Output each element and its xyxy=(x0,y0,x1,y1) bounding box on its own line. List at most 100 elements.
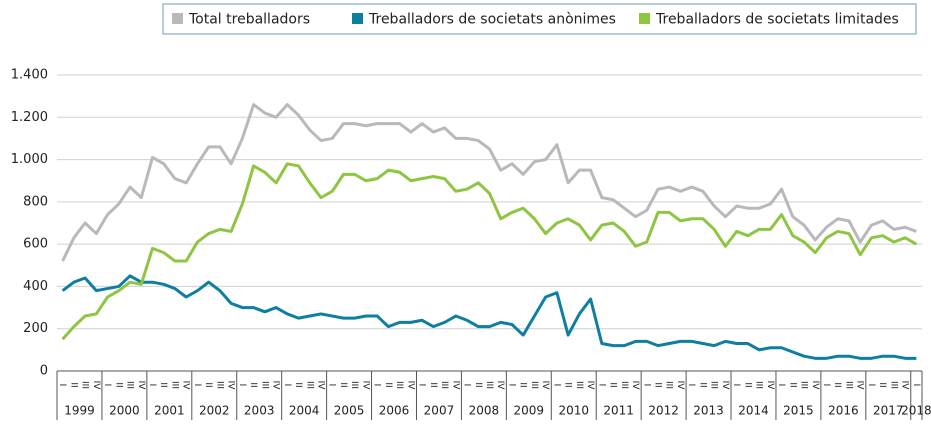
year-label: 2018 xyxy=(901,404,931,418)
x-tick-label: I xyxy=(821,384,831,387)
x-tick-label: II xyxy=(518,382,528,387)
x-tick-label: II xyxy=(203,382,213,387)
x-tick-label: I xyxy=(506,384,516,387)
year-label: 2016 xyxy=(828,404,859,418)
line xyxy=(61,103,917,262)
x-tick-label: I xyxy=(237,384,247,387)
line xyxy=(61,162,918,341)
x-tick-label: I xyxy=(57,384,67,387)
year-label: 2013 xyxy=(693,404,724,418)
x-tick-label: I xyxy=(731,384,741,387)
y-tick-label: 1.200 xyxy=(11,110,48,125)
x-tick-label: IV xyxy=(675,381,685,391)
year-label: 2014 xyxy=(738,404,769,418)
x-tick-label: IV xyxy=(91,381,101,391)
x-tick-label: III xyxy=(664,381,674,389)
x-tick-label: IV xyxy=(720,381,730,391)
x-tick-label: II xyxy=(248,382,258,387)
x-tick-label: II xyxy=(158,382,168,387)
x-tick-label: IV xyxy=(271,381,281,391)
legend-swatch xyxy=(639,13,650,24)
year-label: 2001 xyxy=(154,404,185,418)
y-tick-label: 600 xyxy=(23,237,48,252)
x-tick-label: II xyxy=(653,382,663,387)
x-tick-label: II xyxy=(338,382,348,387)
x-tick-label: IV xyxy=(765,381,775,391)
x-tick-label: III xyxy=(394,381,404,389)
year-label: 2015 xyxy=(783,404,814,418)
x-tick-label: IV xyxy=(900,381,910,391)
x-tick-label: III xyxy=(799,381,809,389)
x-tick-label: I xyxy=(147,384,157,387)
x-tick-label: I xyxy=(462,384,472,387)
x-tick-label: IV xyxy=(585,381,595,391)
x-tick-label: I xyxy=(192,384,202,387)
year-label: 2004 xyxy=(289,404,320,418)
x-tick-label: III xyxy=(754,381,764,389)
x-tick-label: II xyxy=(68,382,78,387)
year-label: 2007 xyxy=(424,404,455,418)
x-tick-label: I xyxy=(282,384,292,387)
x-tick-label: I xyxy=(686,384,696,387)
x-tick-label: II xyxy=(877,382,887,387)
y-tick-label: 1.000 xyxy=(11,152,48,167)
x-tick-label: IV xyxy=(450,381,460,391)
x-tick-label: I xyxy=(776,384,786,387)
x-tick-label: IV xyxy=(855,381,865,391)
x-tick-label: II xyxy=(293,382,303,387)
year-label: 2010 xyxy=(558,404,589,418)
x-tick-label: II xyxy=(428,382,438,387)
y-tick-label: 400 xyxy=(23,279,48,294)
x-tick-label: I xyxy=(641,384,651,387)
x-tick-label: III xyxy=(259,381,269,389)
x-tick-label: II xyxy=(832,382,842,387)
x-tick-label: II xyxy=(563,382,573,387)
x-tick-label: IV xyxy=(495,381,505,391)
x-tick-label: IV xyxy=(226,381,236,391)
x-tick-label: II xyxy=(697,382,707,387)
year-label: 2017 xyxy=(873,404,904,418)
x-tick-label: II xyxy=(473,382,483,387)
x-tick-label: III xyxy=(619,381,629,389)
x-tick-label: IV xyxy=(360,381,370,391)
year-label: 2011 xyxy=(603,404,634,418)
x-tick-label: I xyxy=(866,384,876,387)
legend-swatch xyxy=(172,13,183,24)
year-label: 2002 xyxy=(199,404,230,418)
year-label: 1999 xyxy=(64,404,95,418)
legend-swatch xyxy=(352,13,363,24)
x-tick-label: II xyxy=(787,382,797,387)
y-tick-label: 800 xyxy=(23,194,48,209)
legend-box xyxy=(162,3,917,35)
x-tick-label: I xyxy=(327,384,337,387)
year-label: 2000 xyxy=(109,404,140,418)
x-tick-label: III xyxy=(843,381,853,389)
x-tick-label: III xyxy=(888,381,898,389)
x-tick-label: I xyxy=(372,384,382,387)
x-tick-label: III xyxy=(439,381,449,389)
x-tick-label: III xyxy=(169,381,179,389)
x-tick-label: II xyxy=(742,382,752,387)
x-tick-label: II xyxy=(383,382,393,387)
x-tick-label: IV xyxy=(136,381,146,391)
x-tick-label: I xyxy=(596,384,606,387)
x-tick-label: II xyxy=(608,382,618,387)
legend-label: Total treballadors xyxy=(188,12,310,28)
x-tick-label: IV xyxy=(181,381,191,391)
year-label: 2009 xyxy=(514,404,545,418)
x-tick-label: III xyxy=(214,381,224,389)
x-tick-label: III xyxy=(304,381,314,389)
x-tick-label: I xyxy=(102,384,112,387)
x-tick-label: III xyxy=(125,381,135,389)
y-tick-label: 1.400 xyxy=(11,68,48,83)
x-tick-label: IV xyxy=(540,381,550,391)
x-tick-label: III xyxy=(349,381,359,389)
x-tick-label: I xyxy=(417,384,427,387)
year-label: 2012 xyxy=(648,404,679,418)
x-tick-label: III xyxy=(484,381,494,389)
x-tick-label: III xyxy=(574,381,584,389)
line xyxy=(61,274,917,360)
x-tick-label: IV xyxy=(810,381,820,391)
year-label: 2006 xyxy=(379,404,410,418)
